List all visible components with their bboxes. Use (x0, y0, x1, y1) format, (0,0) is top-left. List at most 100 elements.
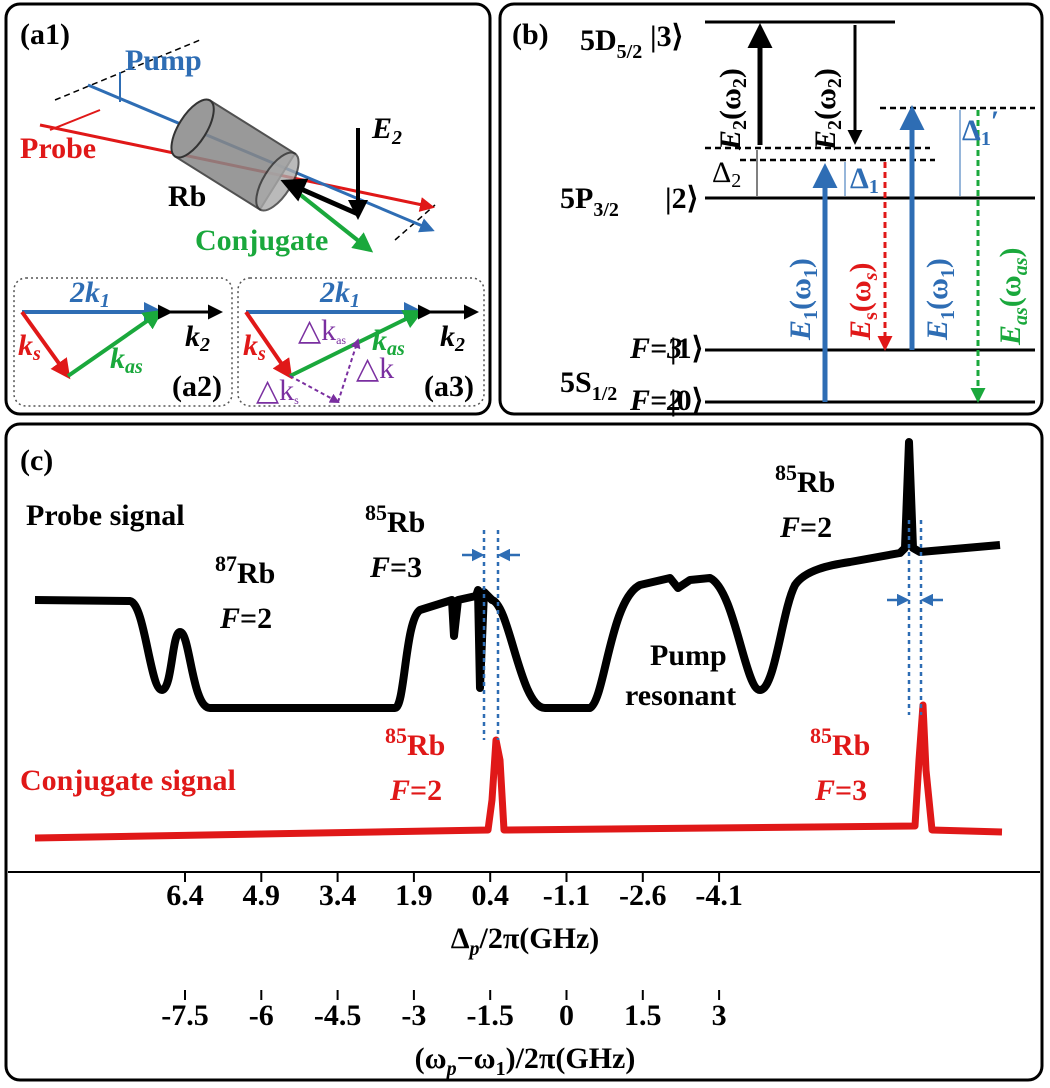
dks-label-part: △k (256, 374, 294, 407)
tick-label: 0 (559, 999, 574, 1032)
level-5s-part: 1/2 (592, 383, 618, 405)
panel-label: (a3) (424, 370, 474, 403)
dks-label: △ks (256, 374, 299, 407)
panel-a2: 2k1 k2 ks kas (a2) (13, 276, 233, 407)
panel-frame (237, 277, 485, 407)
k1-label-part: 2k (319, 276, 350, 309)
e2-field-label-part: 2 (729, 120, 751, 130)
eas-field-label-part: (ω (994, 275, 1027, 307)
probe-label: Probe (20, 132, 96, 165)
e1-field-label-part: 1 (937, 310, 959, 320)
kas-label-part: as (125, 356, 143, 378)
delta1p-label-part: ′ (991, 105, 999, 138)
panel-label: (c) (20, 444, 53, 477)
pump-label: Pump (125, 44, 202, 77)
dkas-label-part: as (336, 333, 346, 347)
delta2-label: Δ2 (712, 156, 741, 192)
marker-lines (482, 520, 923, 740)
ket-label: |3⟩ (650, 20, 683, 53)
k2-label: k2 (185, 320, 210, 356)
eas-field-label-part: as (1010, 307, 1032, 325)
isotope-label: 85Rb (775, 460, 835, 499)
axis-title-part: 1 (496, 1058, 506, 1080)
panel-frame (4, 2, 492, 416)
panel-c: (c) Probe signal Conjugate signal Pump r… (4, 422, 1044, 1082)
tick-label: -1.5 (466, 999, 514, 1032)
element: Rb (387, 506, 425, 539)
axis-title-part: p (445, 1058, 457, 1080)
dk-label: △k (356, 352, 394, 385)
axis-title-part: /2π(GHz) (479, 922, 600, 955)
mass-number: 85 (365, 500, 387, 525)
delta2-label-part: 2 (731, 170, 741, 192)
axis-title-part: )/2π(GHz) (506, 1042, 636, 1075)
dks-label-part: s (294, 393, 299, 407)
f-label: F=3 (814, 774, 867, 807)
es-field-label-part: ) (844, 262, 877, 272)
axis-title-part: Δ (451, 922, 470, 955)
level-5p-part: 5P (560, 182, 593, 215)
dk-vector (337, 338, 361, 403)
ks-vector (20, 310, 71, 380)
axis-title-part: p (468, 938, 480, 960)
energy-levels (705, 20, 1035, 404)
kas-label-part: as (387, 338, 405, 360)
pump-resonant-label: resonant (625, 679, 736, 712)
e1-field-label-part: ) (921, 258, 954, 268)
tick-label: -3 (401, 999, 426, 1032)
tick-label: -1.1 (543, 879, 591, 912)
axis-title: Δp/2π(GHz) (451, 922, 600, 960)
k2-label: k2 (440, 320, 465, 356)
f-label: F=2 (629, 384, 682, 417)
e2-field-label-part: (ω (809, 88, 842, 120)
isotope-label: 85Rb (385, 723, 445, 762)
e2-beam (280, 178, 360, 217)
element: Rb (832, 729, 870, 762)
panel-a3: 2k1 k2 ks kas △kas △ks △k (a3) (237, 276, 485, 407)
tick-label: 0.4 (471, 879, 509, 912)
level-5d: 5D5/2 (580, 24, 642, 63)
e1-field-label: E1(ω1) (784, 258, 822, 341)
delta1-label-part: Δ (850, 162, 869, 195)
panel-frame (4, 422, 1044, 1082)
e2-field-label-part: 2 (824, 78, 846, 88)
detuning-arrows (756, 110, 961, 196)
e1-field-label-part: E (921, 320, 954, 341)
f-symbol: F (369, 551, 390, 584)
mass-number: 87 (215, 551, 237, 576)
eas-field-label-part: E (994, 325, 1027, 346)
k2-label-part: 2 (454, 334, 465, 356)
probe-trace (34, 438, 1001, 712)
k2-label-part: k (440, 320, 455, 353)
probe-signal-label: Probe signal (26, 499, 185, 532)
delta1-label-part: 1 (869, 176, 879, 198)
f-label: F=2 (389, 774, 442, 807)
conjugate-trace (34, 701, 1003, 842)
delta1p-label: Δ1′ (962, 105, 999, 150)
dks-vector (289, 375, 340, 403)
conjugate-signal-label: Conjugate signal (20, 764, 236, 797)
es-field-label-part: s (860, 272, 882, 281)
delta2-label-part: Δ (712, 156, 731, 189)
level-5p-part: 3/2 (593, 199, 619, 221)
f-label: F=3 (629, 332, 682, 365)
eas-field-label-part: ) (994, 247, 1027, 257)
e2-field-label-part: 2 (824, 120, 846, 130)
kas-label: kas (110, 342, 143, 378)
e2-field-label-part: E (809, 130, 842, 151)
eas-field-label-part: as (1010, 257, 1032, 275)
dkas-label: △kas (298, 314, 346, 347)
kas-label-part: k (372, 324, 387, 357)
kas-vector (66, 309, 164, 378)
e2-field-label: E2(ω2) (809, 68, 846, 151)
e2-field-label: E2(ω2) (714, 68, 751, 151)
peak-label: 85Rb F=2 (775, 460, 835, 544)
f-value: =2 (240, 602, 272, 635)
k2-label-part: k (185, 320, 200, 353)
ks-label-part: s (257, 343, 266, 365)
tick-label: -4.1 (695, 879, 743, 912)
e2-label-part: 2 (391, 127, 402, 149)
tick-label: 1.9 (395, 879, 433, 912)
kas-label: kas (372, 324, 405, 360)
mass-number: 85 (385, 723, 407, 748)
